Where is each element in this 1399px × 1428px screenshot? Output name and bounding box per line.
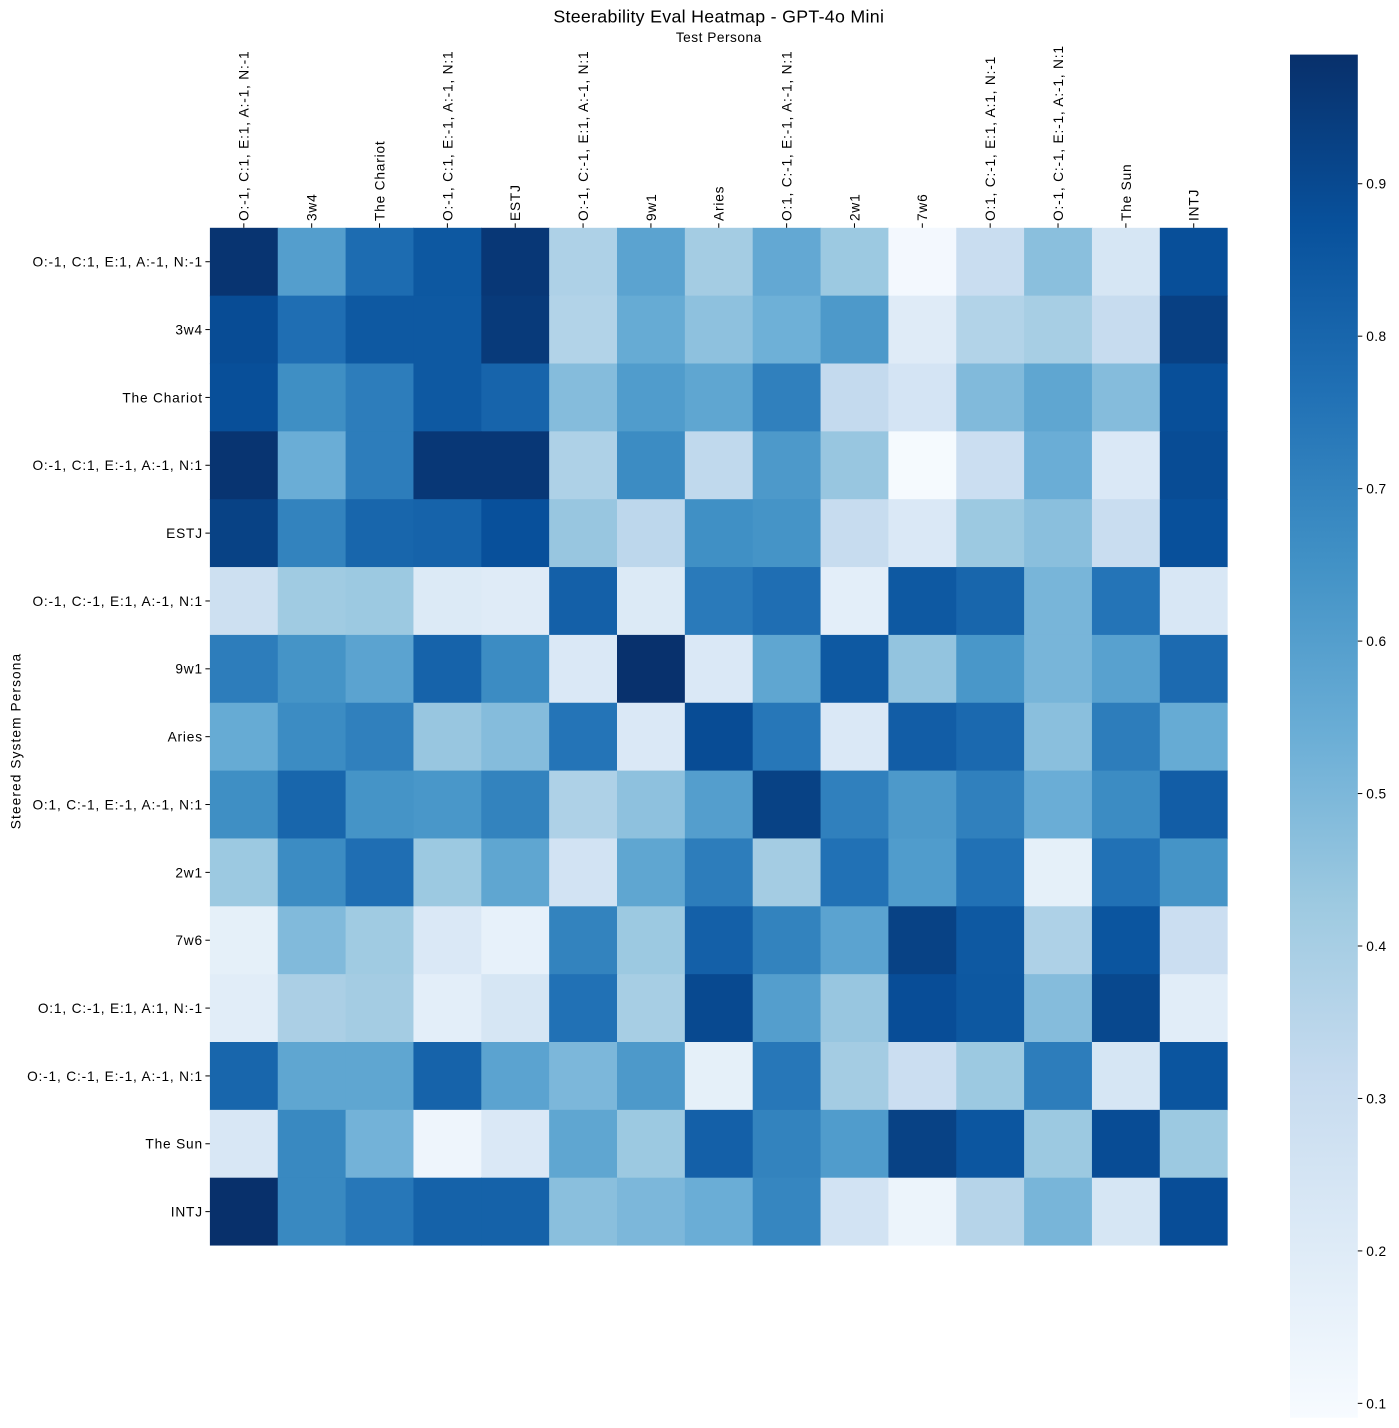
svg-text:3w4: 3w4 [305, 193, 320, 221]
svg-text:O:-1, C:1, E:-1, A:-1, N:1: O:-1, C:1, E:-1, A:-1, N:1 [32, 458, 202, 473]
svg-text:0.3: 0.3 [1366, 1091, 1386, 1106]
svg-text:2w1: 2w1 [847, 193, 862, 221]
svg-text:7w6: 7w6 [175, 933, 203, 948]
svg-text:O:-1, C:-1, E:1, A:-1, N:1: O:-1, C:-1, E:1, A:-1, N:1 [576, 51, 591, 221]
svg-text:The Chariot: The Chariot [372, 140, 387, 221]
svg-text:O:-1, C:1, E:1, A:-1, N:-1: O:-1, C:1, E:1, A:-1, N:-1 [32, 255, 202, 270]
svg-text:0.5: 0.5 [1366, 786, 1386, 801]
svg-text:O:1, C:-1, E:1, A:1, N:-1: O:1, C:-1, E:1, A:1, N:-1 [983, 56, 998, 221]
svg-text:O:1, C:-1, E:1, A:1, N:-1: O:1, C:-1, E:1, A:1, N:-1 [38, 1001, 203, 1016]
svg-text:The Sun: The Sun [145, 1137, 202, 1152]
svg-text:Aries: Aries [168, 730, 203, 745]
svg-text:INTJ: INTJ [1187, 189, 1202, 221]
svg-text:ESTJ: ESTJ [166, 526, 203, 541]
svg-text:0.7: 0.7 [1366, 482, 1386, 497]
svg-text:Test Persona: Test Persona [676, 30, 762, 45]
svg-text:O:1, C:-1, E:-1, A:-1, N:1: O:1, C:-1, E:-1, A:-1, N:1 [32, 797, 202, 812]
svg-text:0.6: 0.6 [1366, 634, 1386, 649]
svg-text:2w1: 2w1 [175, 865, 203, 880]
svg-text:Steered System Persona: Steered System Persona [9, 653, 24, 829]
svg-text:Aries: Aries [712, 186, 727, 221]
svg-text:O:-1, C:1, E:1, A:-1, N:-1: O:-1, C:1, E:1, A:-1, N:-1 [237, 51, 252, 221]
svg-text:The Sun: The Sun [1119, 164, 1134, 221]
svg-text:ESTJ: ESTJ [508, 184, 523, 221]
svg-text:7w6: 7w6 [915, 193, 930, 221]
svg-text:0.4: 0.4 [1366, 939, 1386, 954]
svg-text:O:-1, C:-1, E:1, A:-1, N:1: O:-1, C:-1, E:1, A:-1, N:1 [32, 594, 202, 609]
svg-text:O:-1, C:-1, E:-1, A:-1, N:1: O:-1, C:-1, E:-1, A:-1, N:1 [27, 1069, 203, 1084]
svg-text:O:-1, C:-1, E:-1, A:-1, N:1: O:-1, C:-1, E:-1, A:-1, N:1 [1051, 45, 1066, 221]
svg-text:0.1: 0.1 [1366, 1396, 1386, 1411]
svg-text:Steerability Eval Heatmap - GP: Steerability Eval Heatmap - GPT-4o Mini [553, 7, 884, 27]
svg-text:9w1: 9w1 [175, 662, 203, 677]
svg-text:0.9: 0.9 [1366, 177, 1386, 192]
svg-text:3w4: 3w4 [175, 322, 203, 337]
svg-text:O:1, C:-1, E:-1, A:-1, N:1: O:1, C:-1, E:-1, A:-1, N:1 [780, 51, 795, 221]
svg-text:INTJ: INTJ [171, 1205, 203, 1220]
svg-text:0.2: 0.2 [1366, 1244, 1386, 1259]
svg-text:0.8: 0.8 [1366, 329, 1386, 344]
svg-text:9w1: 9w1 [644, 193, 659, 221]
svg-text:The Chariot: The Chariot [122, 390, 203, 405]
svg-text:O:-1, C:1, E:-1, A:-1, N:1: O:-1, C:1, E:-1, A:-1, N:1 [440, 51, 455, 221]
